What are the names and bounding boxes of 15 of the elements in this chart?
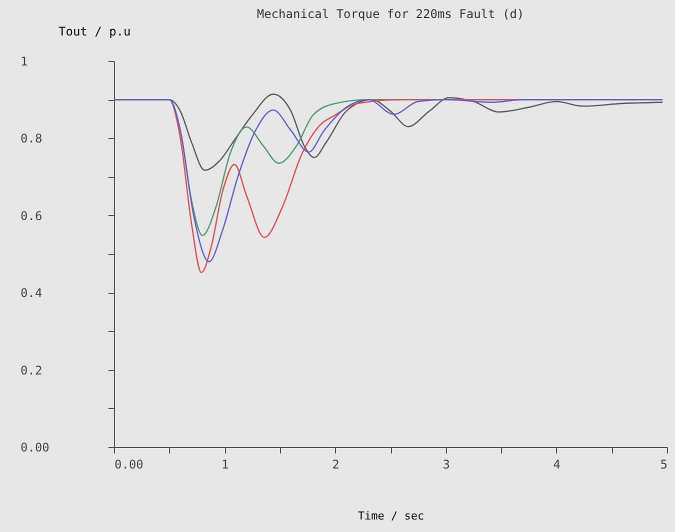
y-tick-label: 0.00 <box>20 440 50 454</box>
x-tick-label: 1 <box>221 458 229 472</box>
x-tick-label: 2 <box>332 458 340 472</box>
x-axis-title: Time / sec <box>358 510 424 522</box>
y-tick-label: 0.8 <box>20 132 42 146</box>
chart-title: Mechanical Torque for 220ms Fault (d) <box>256 7 524 21</box>
x-tick-label: 0.00 <box>114 458 144 472</box>
y-tick-label: 0.4 <box>20 286 42 300</box>
x-tick-label: 3 <box>442 458 450 472</box>
y-axis-title: Tout / p.u <box>58 24 131 38</box>
y-tick-label: 0.6 <box>20 208 42 223</box>
y-tick-label: 0.2 <box>20 363 42 378</box>
x-tick-label: 4 <box>553 458 561 472</box>
y-tick-label: 1 <box>20 54 28 68</box>
x-tick-label: 5 <box>660 458 668 472</box>
